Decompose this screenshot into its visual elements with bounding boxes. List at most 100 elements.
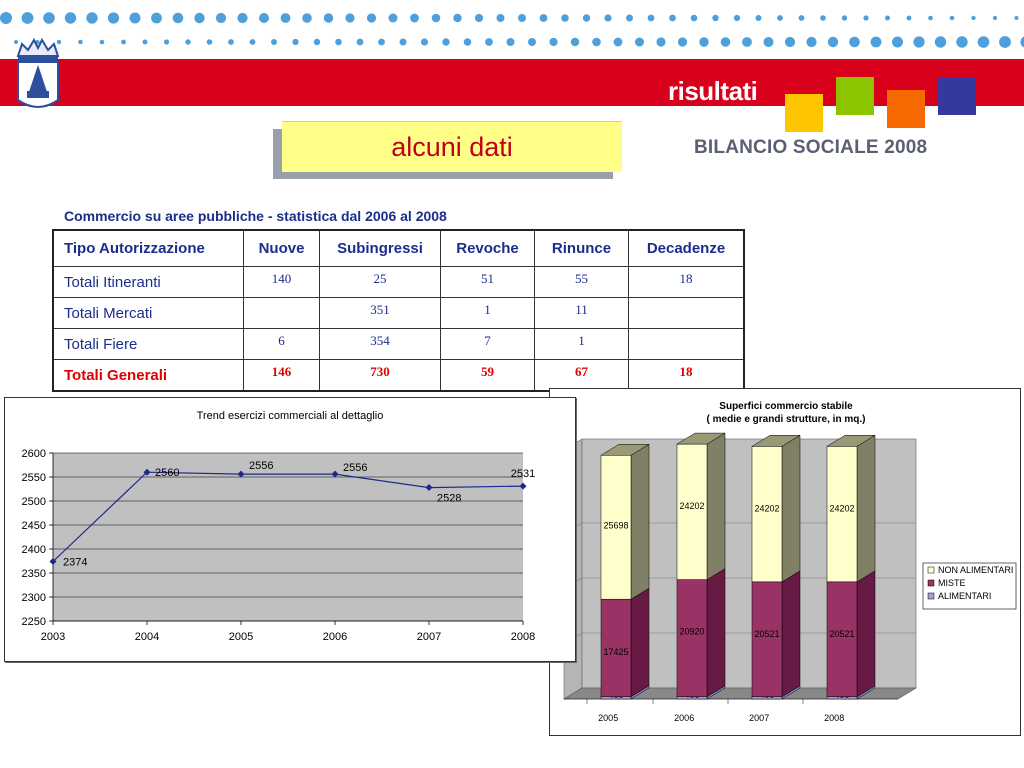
bar-segment — [600, 455, 632, 600]
row-label: Totali Itineranti — [52, 266, 244, 298]
dot — [647, 14, 655, 22]
dot — [442, 38, 450, 46]
dot — [21, 12, 34, 24]
dot — [172, 12, 184, 24]
dot — [0, 12, 12, 24]
series-line — [52, 471, 524, 562]
dot — [885, 15, 890, 21]
data-label: 2528 — [437, 493, 461, 505]
dot — [592, 37, 601, 47]
dot — [784, 36, 796, 48]
y-tick-label: 2450 — [22, 520, 46, 532]
table-cell: 18 — [628, 359, 745, 392]
dot — [613, 37, 623, 47]
dot — [206, 39, 213, 45]
dot — [635, 37, 644, 47]
bar-segment — [676, 443, 708, 580]
data-label: 2560 — [155, 467, 179, 479]
dot — [420, 38, 429, 46]
x-tick-label: 2006 — [674, 713, 694, 723]
data-label: 25698 — [603, 520, 628, 530]
dot — [656, 37, 666, 47]
y-tick-label: 2400 — [22, 544, 46, 556]
legend-swatch — [927, 592, 935, 600]
x-tick-label: 2005 — [229, 631, 253, 643]
dot — [366, 13, 377, 23]
table-cell: 730 — [319, 359, 441, 392]
dot — [549, 37, 558, 47]
column-header: Nuove — [243, 229, 320, 267]
city-crest-icon — [16, 37, 60, 108]
bar-top — [600, 444, 650, 456]
dot — [971, 15, 976, 21]
y-tick-label: 2500 — [22, 496, 46, 508]
table-cell: 1 — [534, 328, 629, 360]
row-label: Totali Generali — [52, 359, 244, 392]
legend-box — [922, 562, 1017, 610]
dot — [561, 14, 569, 22]
table-cell: 11 — [534, 297, 629, 329]
dot — [712, 14, 719, 22]
bar-side — [630, 587, 650, 698]
table-cell: 351 — [319, 297, 441, 329]
chart-title: Trend esercizi commerciali al dettaglio — [197, 410, 384, 422]
y-tick-label: 2300 — [22, 592, 46, 604]
dot — [849, 36, 860, 48]
green-square-decoration — [836, 77, 874, 115]
x-tick-label: 2007 — [749, 713, 769, 723]
dot — [485, 38, 493, 46]
dot — [356, 38, 364, 46]
data-point — [237, 470, 245, 478]
y-tick-label: 2550 — [22, 472, 46, 484]
table-cell: 354 — [319, 328, 441, 360]
dot — [259, 13, 269, 23]
subtitle-box: alcuni dati — [282, 121, 622, 172]
dot — [313, 38, 321, 46]
line-chart-canvas: Trend esercizi commerciali al dettaglio 2… — [22, 410, 536, 643]
dot — [78, 39, 83, 45]
data-label: 17425 — [603, 647, 628, 657]
dot — [474, 13, 484, 23]
dot — [345, 13, 355, 23]
dot — [928, 15, 933, 21]
data-point — [331, 470, 339, 478]
data-label: 24202 — [754, 503, 779, 513]
x-tick-label: 2008 — [824, 713, 844, 723]
dot — [453, 13, 462, 23]
dot — [604, 14, 612, 22]
x-tick-label: 2007 — [417, 631, 441, 643]
bar-top — [751, 435, 801, 447]
dot — [528, 38, 536, 46]
dot — [906, 15, 912, 21]
line-chart: Trend esercizi commerciali al dettaglio 2… — [4, 397, 576, 662]
table-row: Totali Fiere 6 354 7 1 — [52, 328, 745, 360]
dot — [755, 15, 762, 21]
table-total-row: Totali Generali 146 730 59 67 18 — [52, 359, 745, 392]
dot — [742, 37, 752, 47]
bar-segment — [676, 579, 708, 698]
stacked-bar-chart: Superfici commercio stabile ( medie e gra… — [549, 388, 1021, 736]
dot — [237, 12, 248, 24]
dot — [626, 14, 633, 22]
dot — [798, 15, 805, 21]
bar-side — [706, 568, 726, 698]
bar-segment — [751, 581, 783, 698]
bar-side — [706, 432, 726, 581]
table-cell: 7 — [440, 328, 535, 360]
dot — [677, 37, 688, 47]
dot — [539, 14, 548, 22]
dot — [777, 15, 783, 21]
data-label: 2531 — [511, 468, 535, 480]
dot — [249, 39, 256, 45]
dot — [271, 39, 277, 45]
plot-area — [53, 453, 523, 621]
data-point — [143, 468, 151, 476]
bar-side — [781, 570, 801, 698]
blue-square-decoration — [938, 77, 976, 115]
data-label: 2374 — [63, 556, 87, 568]
bar-top — [826, 435, 876, 447]
dot — [185, 39, 191, 45]
y-tick-label: 2600 — [22, 448, 46, 460]
x-tick-label: 2004 — [135, 631, 159, 643]
table-cell: 6 — [243, 328, 320, 360]
